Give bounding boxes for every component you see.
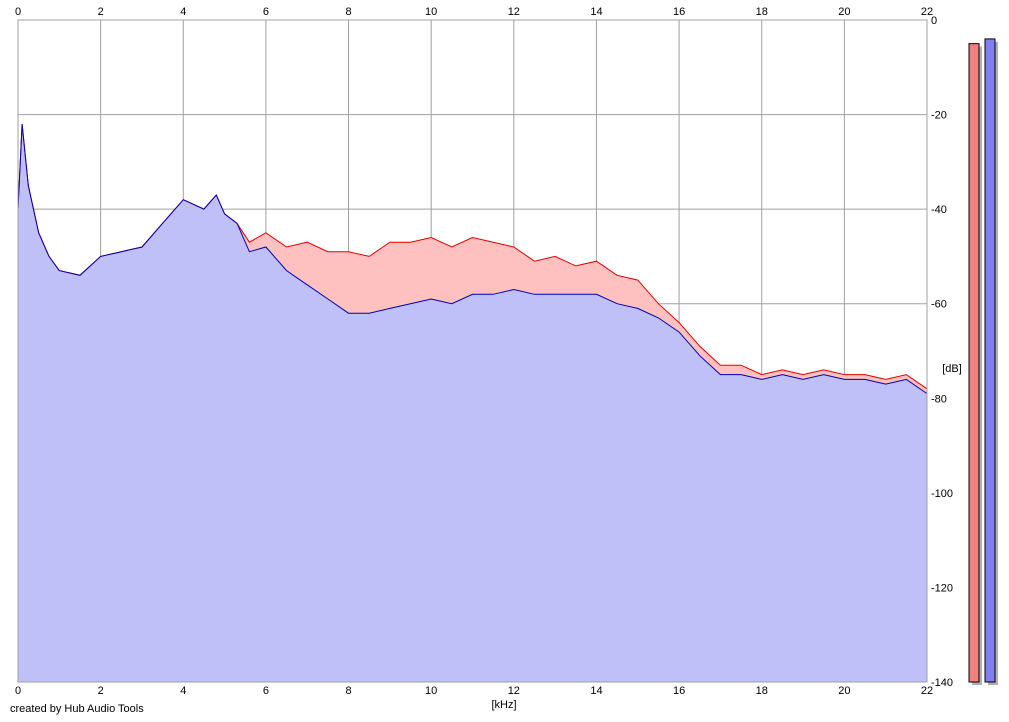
x-tick-label-top: 8 — [345, 6, 351, 18]
x-tick-label-bottom: 4 — [180, 685, 186, 697]
x-tick-label-top: 4 — [180, 6, 186, 18]
x-tick-label-top: 10 — [425, 6, 437, 18]
x-axis-label: [kHz] — [491, 699, 516, 711]
x-tick-label-bottom: 12 — [508, 685, 520, 697]
series-right-line — [17, 123, 928, 395]
level-meter-right — [984, 38, 996, 683]
y-tick-label: 0 — [931, 15, 937, 27]
y-tick-labels: 0 -20 -40 -60 -80 -100 -120 -140 — [931, 15, 953, 689]
x-tick-label-top: 12 — [508, 6, 520, 18]
series-right-area — [18, 124, 927, 682]
y-tick-label: -80 — [931, 393, 947, 405]
x-tick-label-top: 16 — [673, 6, 685, 18]
y-tick-label: -140 — [931, 677, 953, 689]
x-tick-label-bottom: 2 — [98, 685, 104, 697]
x-tick-label-top: 2 — [98, 6, 104, 18]
x-tick-labels-bottom: 0 2 4 6 8 10 12 14 16 18 20 22 — [15, 685, 933, 697]
x-tick-label-bottom: 16 — [673, 685, 685, 697]
credit-text: created by Hub Audio Tools — [10, 703, 144, 715]
x-tick-label-top: 22 — [921, 6, 933, 18]
x-tick-label-bottom: 8 — [345, 685, 351, 697]
x-tick-label-bottom: 14 — [590, 685, 602, 697]
x-tick-label-top: 18 — [756, 6, 768, 18]
x-tick-label-top: 6 — [263, 6, 269, 18]
level-meters — [968, 38, 998, 685]
y-tick-label: -40 — [931, 204, 947, 216]
series-group — [17, 123, 928, 682]
plot-frame — [17, 19, 928, 683]
level-meter-left — [968, 43, 980, 683]
y-axis-label: [dB] — [942, 363, 962, 375]
x-tick-label-bottom: 22 — [921, 685, 933, 697]
y-tick-label: -120 — [931, 582, 953, 594]
y-tick-label: -20 — [931, 110, 947, 122]
x-tick-labels-top: 0 2 4 6 8 10 12 14 16 18 20 22 — [15, 6, 933, 18]
x-tick-label-top: 14 — [590, 6, 602, 18]
x-tick-label-bottom: 6 — [263, 685, 269, 697]
x-tick-label-bottom: 20 — [838, 685, 850, 697]
x-tick-label-bottom: 0 — [15, 685, 21, 697]
x-tick-label-top: 20 — [838, 6, 850, 18]
x-tick-label-top: 0 — [15, 6, 21, 18]
y-tick-label: -60 — [931, 299, 947, 311]
x-tick-label-bottom: 18 — [756, 685, 768, 697]
y-tick-label: -100 — [931, 488, 953, 500]
x-tick-label-bottom: 10 — [425, 685, 437, 697]
